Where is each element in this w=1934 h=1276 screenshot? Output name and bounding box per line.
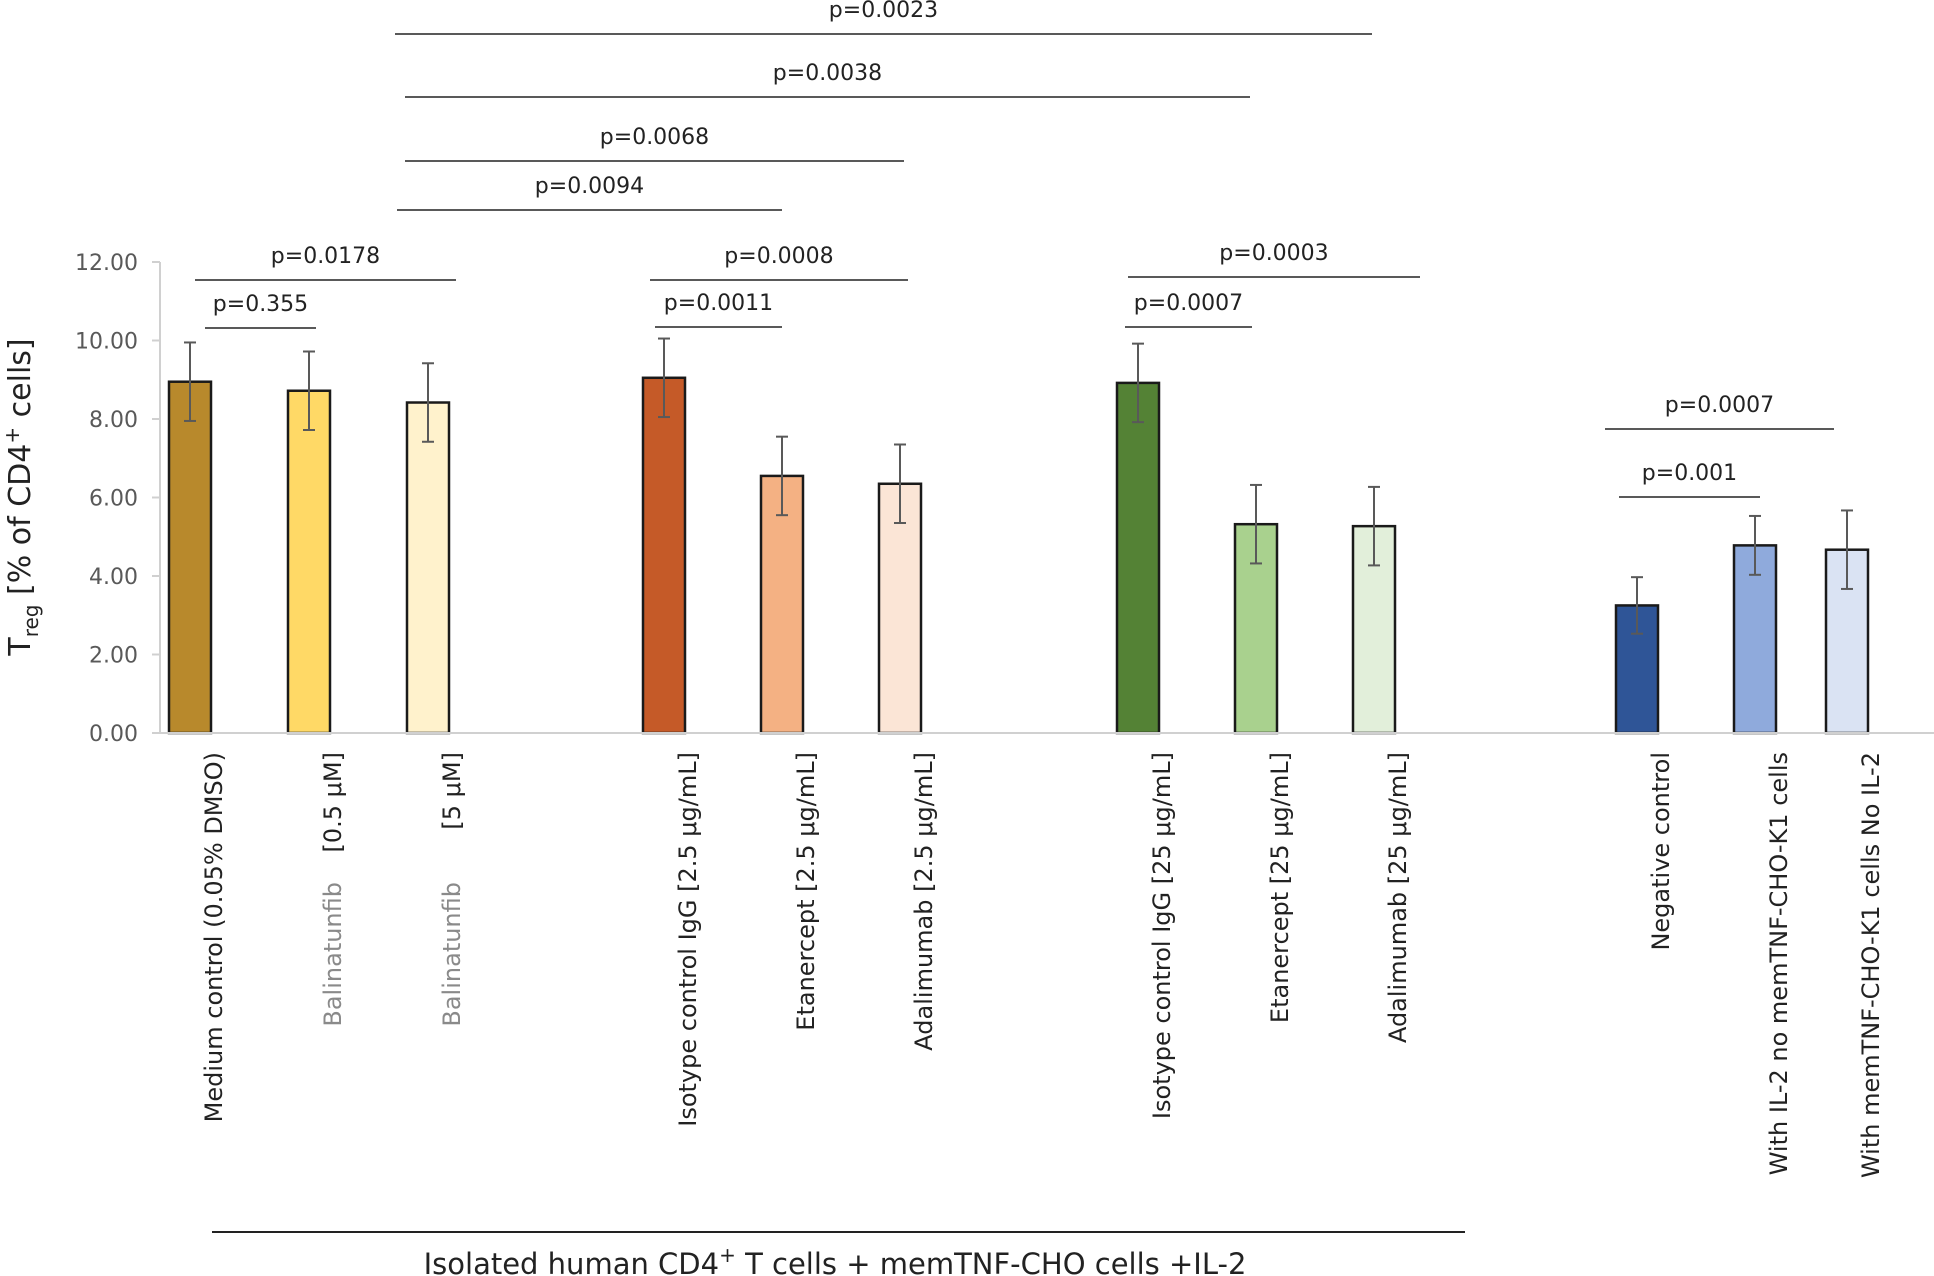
y-axis-label: Treg [% of CD4+ cells] [0, 338, 43, 656]
category-label: Negative control [1647, 752, 1675, 951]
category-label: Isotype control IgG [2.5 μg/mL] [674, 752, 702, 1127]
y-axis: 0.00 2.00 4.00 6.00 8.00 10.00 12.00 [75, 251, 161, 747]
p-value-label: p=0.0068 [600, 125, 709, 150]
p-value-label: p=0.0007 [1134, 291, 1243, 316]
y-tick-label: 8.00 [89, 408, 138, 433]
y-tick-label: 12.00 [75, 251, 138, 276]
category-label: Adalimumab [2.5 μg/mL] [910, 752, 938, 1051]
category-label-dose: [5 μM] [438, 752, 466, 830]
category-label: With memTNF-CHO-K1 cells No IL-2 [1857, 752, 1885, 1178]
bar [405, 401, 451, 735]
category-label-dose: [0.5 μM] [319, 752, 347, 853]
p-value-label: p=0.0007 [1665, 393, 1774, 418]
bar [1732, 544, 1778, 735]
p-value-label: p=0.355 [213, 292, 308, 317]
y-tick-label: 4.00 [89, 565, 138, 590]
bars [167, 337, 1870, 735]
p-value-label: p=0.0003 [1219, 241, 1328, 266]
p-value-label: p=0.001 [1642, 461, 1737, 486]
x-axis-label: Isolated human CD4+ T cells + memTNF-CHO… [424, 1243, 1247, 1276]
category-label: With IL-2 no memTNF-CHO-K1 cells [1765, 752, 1793, 1175]
p-value-label: p=0.0023 [829, 0, 938, 23]
p-value-label: p=0.0094 [535, 174, 644, 199]
p-value-label: p=0.0008 [724, 244, 833, 269]
p-value-label: p=0.0011 [664, 291, 773, 316]
category-label: Isotype control IgG [25 μg/mL] [1148, 752, 1176, 1119]
bar [641, 376, 687, 735]
category-label: Balinatunfib [319, 882, 347, 1027]
y-tick-label: 6.00 [89, 487, 138, 512]
bar [1233, 522, 1279, 735]
significance-brackets: p=0.0023 p=0.0038 p=0.0068 p=0.0094 p=0.0178… [195, 0, 1834, 498]
category-label: Medium control (0.05% DMSO) [200, 752, 228, 1122]
y-tick-label: 2.00 [89, 644, 138, 669]
bar [167, 380, 213, 735]
bar [286, 389, 332, 735]
category-label: Adalimumab [25 μg/mL] [1384, 752, 1412, 1043]
bar [759, 474, 805, 735]
bar [1115, 381, 1161, 735]
y-tick-label: 0.00 [89, 722, 138, 747]
category-label: Etanercept [2.5 μg/mL] [792, 752, 820, 1031]
category-label: Etanercept [25 μg/mL] [1266, 752, 1294, 1023]
p-value-label: p=0.0038 [773, 61, 882, 86]
category-labels: Medium control (0.05% DMSO) Balinatunfib [… [200, 752, 1885, 1178]
y-tick-label: 10.00 [75, 330, 138, 355]
p-value-label: p=0.0178 [271, 244, 380, 269]
category-label: Balinatunfib [438, 882, 466, 1027]
